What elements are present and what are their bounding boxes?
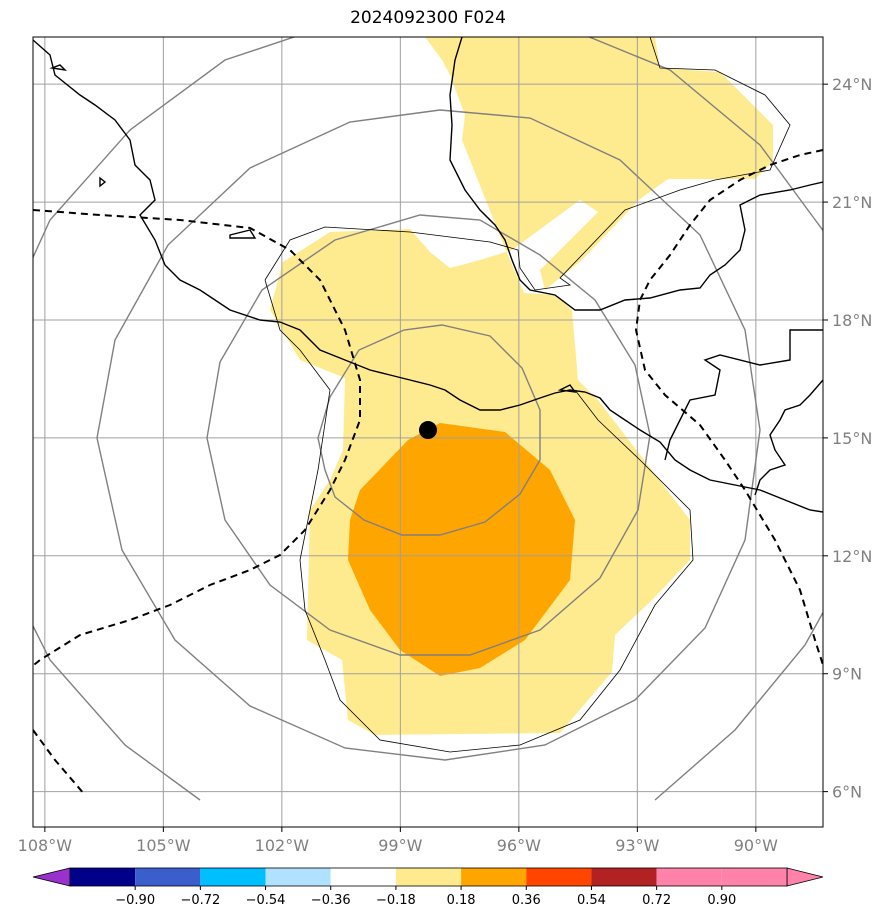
colorbar-label: −0.18 — [376, 893, 416, 908]
lon-label: 90°W — [734, 836, 778, 855]
latitude-labels: 6°N 9°N 12°N 15°N 18°N 21°N 24°N — [823, 75, 872, 802]
lon-label: 99°W — [378, 836, 422, 855]
map-frame — [32, 36, 824, 828]
colorbar-segment — [395, 868, 462, 886]
colorbar-extend-max — [786, 867, 824, 887]
colorbar-segment — [526, 868, 592, 886]
map-title: 2024092300 F024 — [350, 8, 506, 28]
map-panel — [33, 37, 823, 827]
colorbar-segment — [461, 868, 527, 886]
colorbar-label: −0.72 — [180, 893, 220, 908]
lon-label: 108°W — [18, 836, 73, 855]
colorbar-segment — [135, 868, 201, 886]
colorbar-segment — [721, 868, 787, 886]
lat-label: 24°N — [832, 75, 872, 94]
colorbar-label: −0.54 — [246, 893, 286, 908]
lon-label: 102°W — [255, 836, 310, 855]
colorbar-label: −0.36 — [311, 893, 351, 908]
lon-label: 96°W — [497, 836, 541, 855]
lat-label: 15°N — [832, 429, 872, 448]
colorbar-label: −0.90 — [115, 893, 155, 908]
colorbar-label: 0.36 — [512, 893, 541, 908]
boundary-contour — [264, 37, 791, 753]
lat-label: 21°N — [832, 193, 872, 212]
colorbar-segment — [656, 868, 722, 886]
coastline — [33, 37, 823, 513]
colorbar-frame — [69, 867, 788, 887]
colorbar-extend-min — [32, 867, 71, 887]
colorbar-label: 0.54 — [577, 893, 606, 908]
lat-label: 18°N — [832, 311, 872, 330]
lat-label: 6°N — [832, 783, 862, 802]
lon-label: 93°W — [615, 836, 659, 855]
colorbar-label: 0.72 — [642, 893, 671, 908]
field-level-036-054 — [348, 423, 575, 676]
colorbar: −0.90 −0.72 −0.54 −0.36 −0.18 0.18 0.36 0.54 0.7… — [32, 867, 824, 908]
storm-center-marker — [419, 421, 437, 440]
colorbar-segment — [265, 868, 331, 886]
colorbar-label: 0.90 — [707, 893, 736, 908]
lat-label: 12°N — [832, 547, 872, 566]
longitude-labels: 108°W 105°W 102°W 99°W 96°W 93°W 90°W — [18, 827, 778, 855]
colorbar-segment — [200, 868, 266, 886]
colorbar-segment — [591, 868, 657, 886]
lon-label: 105°W — [136, 836, 191, 855]
colorbar-segment — [70, 868, 136, 886]
colorbar-label: 0.18 — [447, 893, 476, 908]
graticule — [33, 37, 823, 827]
colorbar-segment — [330, 868, 396, 886]
dashed-contours — [33, 149, 823, 796]
lat-label: 9°N — [832, 665, 862, 684]
